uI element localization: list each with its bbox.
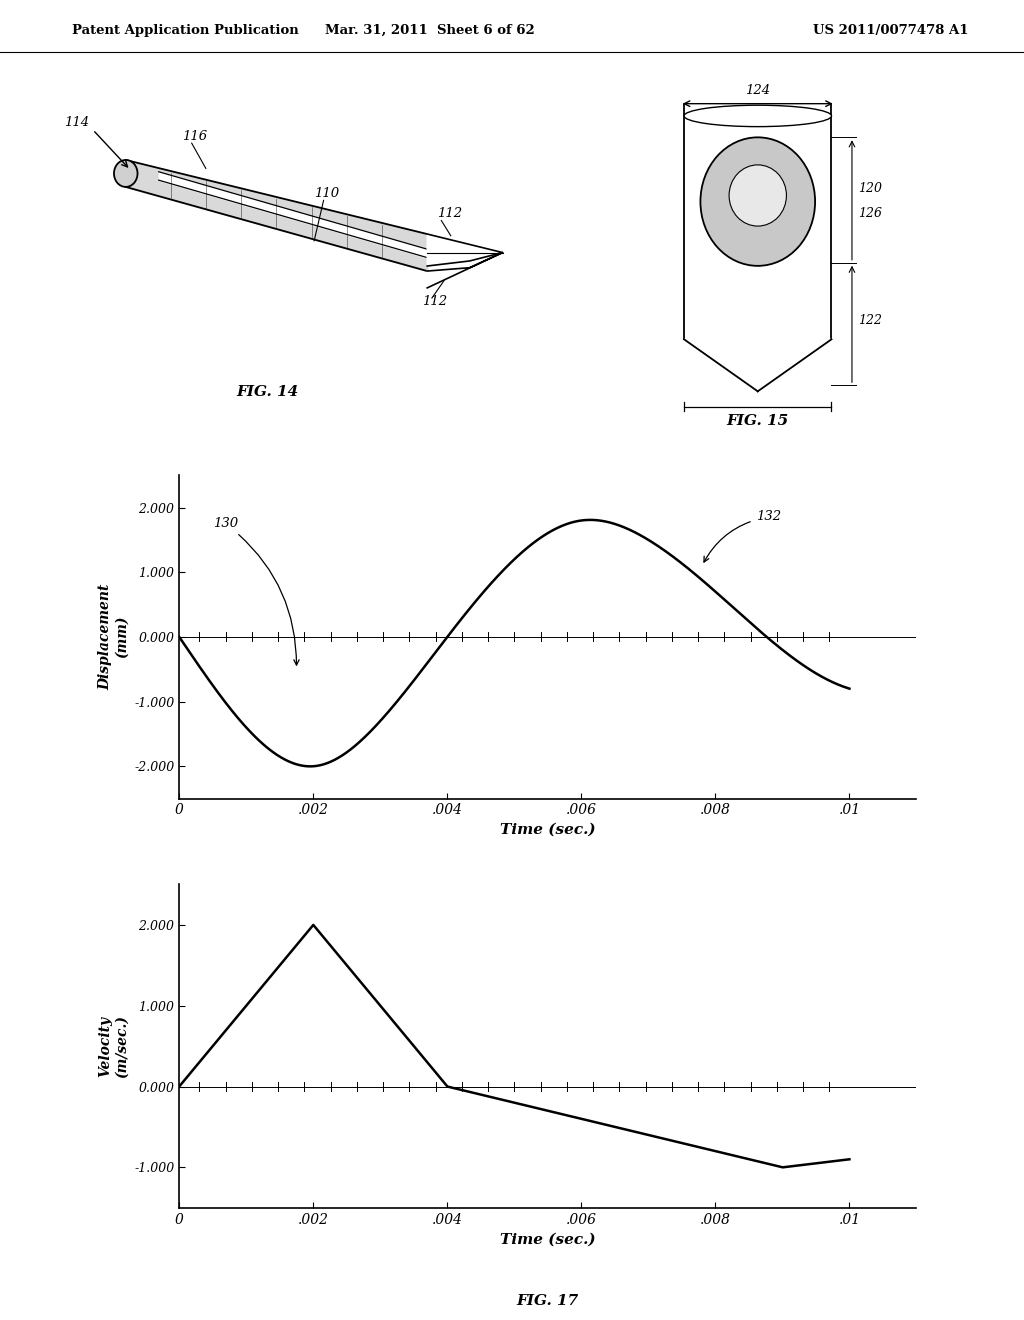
Text: 112: 112 [423, 294, 447, 308]
Ellipse shape [684, 106, 831, 127]
Text: 130: 130 [213, 517, 299, 665]
Text: 122: 122 [858, 314, 882, 327]
Text: 126: 126 [858, 207, 882, 220]
Text: Mar. 31, 2011  Sheet 6 of 62: Mar. 31, 2011 Sheet 6 of 62 [326, 24, 535, 37]
Text: FIG. 16: FIG. 16 [517, 884, 579, 899]
Ellipse shape [114, 160, 137, 187]
Polygon shape [684, 339, 831, 391]
Text: FIG. 15: FIG. 15 [727, 414, 788, 428]
Text: 124: 124 [745, 84, 771, 98]
Text: US 2011/0077478 A1: US 2011/0077478 A1 [813, 24, 969, 37]
Y-axis label: Displacement
(mm): Displacement (mm) [98, 583, 129, 690]
Text: 112: 112 [436, 207, 462, 220]
Text: 132: 132 [703, 511, 780, 562]
Y-axis label: Velocity
(m/sec.): Velocity (m/sec.) [98, 1015, 129, 1077]
Polygon shape [427, 252, 503, 288]
X-axis label: Time (sec.): Time (sec.) [500, 822, 596, 837]
Text: FIG. 14: FIG. 14 [236, 384, 298, 399]
X-axis label: Time (sec.): Time (sec.) [500, 1232, 596, 1246]
Ellipse shape [700, 137, 815, 265]
Text: 114: 114 [65, 116, 90, 129]
Text: Patent Application Publication: Patent Application Publication [72, 24, 298, 37]
Ellipse shape [729, 165, 786, 226]
Polygon shape [427, 234, 503, 267]
Text: 110: 110 [314, 187, 339, 201]
Text: FIG. 17: FIG. 17 [517, 1294, 579, 1308]
Text: 120: 120 [858, 182, 882, 195]
Text: 116: 116 [182, 129, 208, 143]
